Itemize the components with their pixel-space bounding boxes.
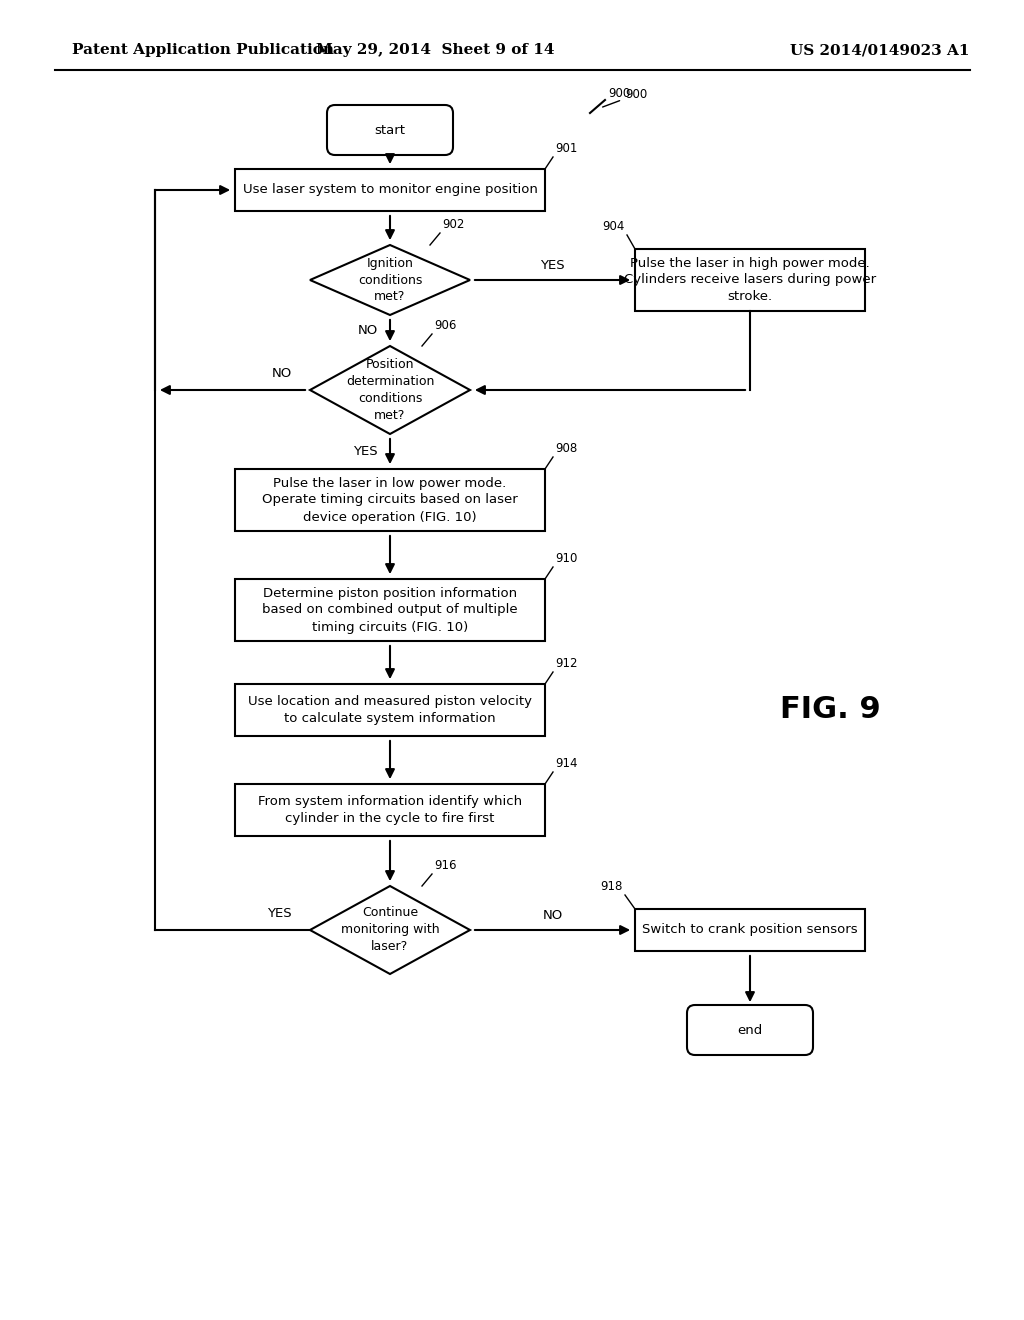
FancyBboxPatch shape [635,249,865,312]
FancyBboxPatch shape [635,909,865,950]
Text: 900: 900 [602,88,647,107]
FancyBboxPatch shape [234,469,545,531]
Text: Pulse the laser in low power mode.
Operate timing circuits based on laser
device: Pulse the laser in low power mode. Opera… [262,477,518,524]
Text: 908: 908 [555,442,578,455]
Text: FIG. 9: FIG. 9 [779,696,881,725]
Text: Ignition
conditions
met?: Ignition conditions met? [357,256,422,304]
FancyBboxPatch shape [234,684,545,737]
Text: 918: 918 [601,880,623,894]
Text: 902: 902 [442,218,464,231]
Text: 901: 901 [555,143,578,154]
Text: YES: YES [267,907,292,920]
Text: start: start [375,124,406,136]
Text: Determine piston position information
based on combined output of multiple
timin: Determine piston position information ba… [262,586,518,634]
Text: NO: NO [543,909,562,921]
Text: 912: 912 [555,657,578,671]
Text: 904: 904 [603,220,625,234]
Text: end: end [737,1023,763,1036]
Text: 906: 906 [434,319,457,333]
Text: NO: NO [357,323,378,337]
FancyBboxPatch shape [234,169,545,211]
Text: Position
determination
conditions
met?: Position determination conditions met? [346,358,434,422]
Polygon shape [310,246,470,315]
Text: YES: YES [541,259,565,272]
Text: US 2014/0149023 A1: US 2014/0149023 A1 [791,44,970,57]
Text: 916: 916 [434,859,457,873]
FancyBboxPatch shape [327,106,453,154]
Text: 910: 910 [555,552,578,565]
Text: YES: YES [353,445,378,458]
Text: NO: NO [271,367,292,380]
Text: Pulse the laser in high power mode.
Cylinders receive lasers during power
stroke: Pulse the laser in high power mode. Cyli… [624,256,877,304]
Text: Continue
monitoring with
laser?: Continue monitoring with laser? [341,907,439,953]
Text: Switch to crank position sensors: Switch to crank position sensors [642,924,858,936]
Text: From system information identify which
cylinder in the cycle to fire first: From system information identify which c… [258,795,522,825]
FancyBboxPatch shape [687,1005,813,1055]
FancyBboxPatch shape [234,579,545,642]
Text: Patent Application Publication: Patent Application Publication [72,44,334,57]
Text: 900: 900 [608,87,630,100]
Text: May 29, 2014  Sheet 9 of 14: May 29, 2014 Sheet 9 of 14 [315,44,554,57]
FancyBboxPatch shape [234,784,545,836]
Text: Use laser system to monitor engine position: Use laser system to monitor engine posit… [243,183,538,197]
Text: Use location and measured piston velocity
to calculate system information: Use location and measured piston velocit… [248,696,532,725]
Text: 914: 914 [555,756,578,770]
Polygon shape [310,886,470,974]
Polygon shape [310,346,470,434]
